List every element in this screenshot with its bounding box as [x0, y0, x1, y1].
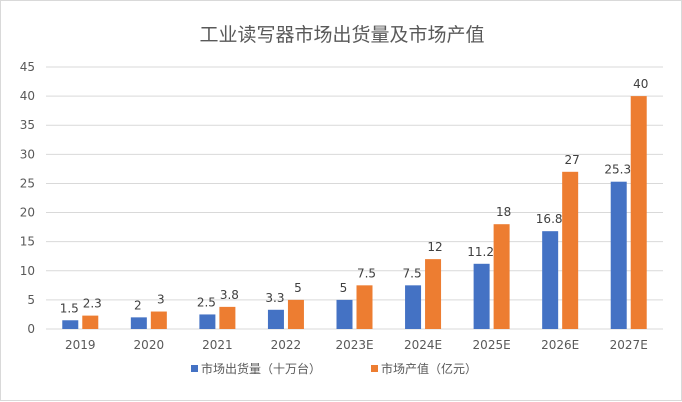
bar-output-value — [562, 171, 579, 329]
bar-shipments — [267, 309, 284, 329]
bar-output-value — [150, 311, 167, 329]
data-label-output-value: 40 — [633, 77, 648, 91]
bar-shipments — [199, 314, 216, 329]
bar-output-value — [356, 285, 373, 329]
x-tick-label: 2021 — [202, 338, 233, 352]
data-label-output-value: 2.3 — [83, 297, 102, 311]
bar-output-value — [287, 299, 304, 329]
chart-title: 工业读写器市场出货量及市场产值 — [199, 24, 484, 46]
bar-shipments — [405, 285, 422, 329]
y-tick-label: 35 — [20, 118, 35, 132]
x-tick-label: 2023E — [335, 338, 373, 352]
x-tick-label: 2027E — [610, 338, 648, 352]
x-tick-label: 2025E — [473, 338, 511, 352]
data-label-shipments: 5 — [340, 281, 348, 295]
data-label-output-value: 18 — [496, 205, 511, 219]
bar-shipments — [473, 263, 490, 329]
gridlines — [46, 66, 663, 330]
y-tick-label: 45 — [20, 60, 35, 74]
y-tick-label: 0 — [27, 322, 35, 336]
data-label-output-value: 3 — [157, 293, 165, 307]
data-label-shipments: 1.5 — [60, 301, 79, 315]
legend: 市场出货量（十万台） 市场产值（亿元） — [191, 361, 477, 376]
data-label-shipments: 11.2 — [467, 245, 494, 259]
y-tick-label: 15 — [20, 235, 35, 249]
bar-output-value — [82, 315, 99, 329]
data-label-shipments: 7.5 — [403, 266, 422, 280]
bar-output-value — [425, 259, 442, 329]
data-label-output-value: 7.5 — [357, 266, 376, 280]
bar-output-value — [630, 96, 647, 329]
legend-swatch-output-value — [371, 365, 378, 372]
bars — [62, 96, 647, 329]
y-axis-ticks: 0 5 10 15 20 25 30 35 40 45 — [20, 60, 35, 336]
x-tick-label: 2024E — [404, 338, 442, 352]
bar-shipments — [62, 320, 79, 329]
data-label-shipments: 3.3 — [265, 291, 284, 305]
data-labels: 1.5 2.3 2 3 2.5 3.8 3.3 5 5 7.5 7.5 12 11.2 18 16.8 27 2… — [60, 77, 649, 315]
legend-label-shipments: 市场出货量（十万台） — [201, 361, 321, 376]
legend-label-output-value: 市场产值（亿元） — [381, 361, 477, 376]
y-tick-label: 30 — [20, 147, 35, 161]
data-label-output-value: 3.8 — [220, 288, 239, 302]
x-tick-label: 2020 — [134, 338, 165, 352]
y-tick-label: 40 — [20, 89, 35, 103]
bar-shipments — [130, 317, 147, 329]
x-tick-label: 2022 — [271, 338, 302, 352]
x-tick-label: 2019 — [65, 338, 96, 352]
data-label-shipments: 2 — [134, 298, 142, 312]
bar-shipments — [542, 231, 559, 329]
data-label-shipments: 2.5 — [197, 295, 216, 309]
data-label-shipments: 25.3 — [604, 163, 631, 177]
y-tick-label: 10 — [20, 264, 35, 278]
y-tick-label: 20 — [20, 206, 35, 220]
bar-shipments — [336, 299, 353, 329]
data-label-output-value: 5 — [294, 281, 302, 295]
bar-shipments — [610, 181, 627, 329]
x-tick-label: 2026E — [541, 338, 579, 352]
x-axis-ticks: 2019 2020 2021 2022 2023E 2024E 2025E 2026E 2027… — [65, 338, 648, 352]
y-tick-label: 25 — [20, 176, 35, 190]
bar-output-value — [219, 306, 236, 329]
data-label-shipments: 16.8 — [536, 212, 563, 226]
data-label-output-value: 27 — [565, 153, 580, 167]
bar-output-value — [493, 224, 510, 329]
y-tick-label: 5 — [27, 293, 35, 307]
legend-swatch-shipments — [191, 365, 198, 372]
data-label-output-value: 12 — [427, 240, 442, 254]
